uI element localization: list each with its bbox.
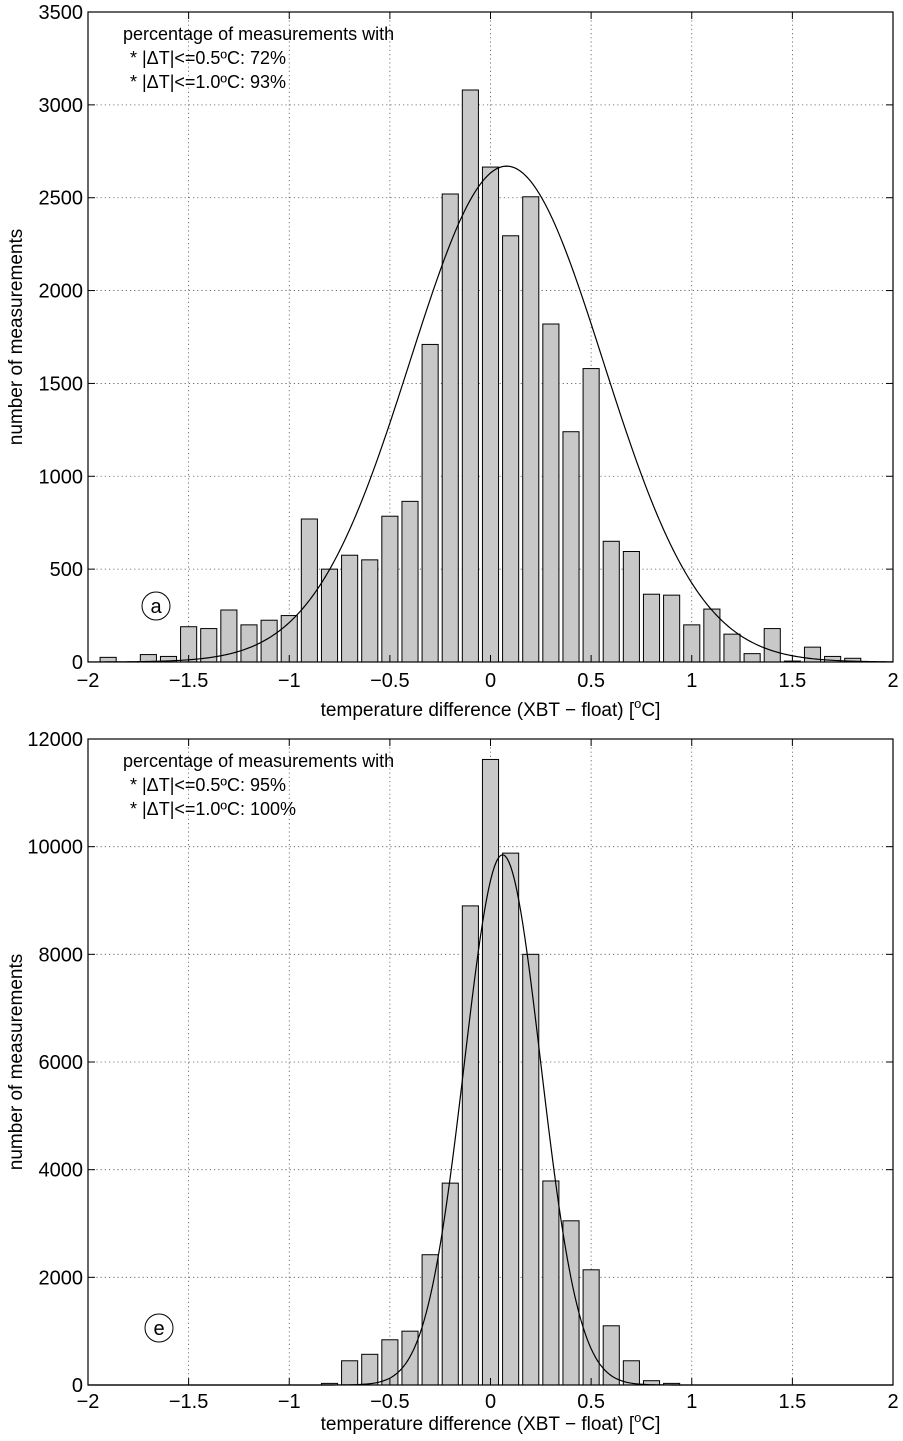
annotation-line: * |ΔT|<=0.5ºC: 95%	[130, 775, 286, 795]
annotation-line: * |ΔT|<=0.5ºC: 72%	[130, 48, 286, 68]
x-tick-label: 2	[887, 1391, 898, 1413]
y-axis-label: number of measurements	[6, 954, 27, 1171]
x-tick-label: 1.5	[778, 670, 806, 692]
x-axis-label-main: temperature difference (XBT − float) [	[321, 1414, 635, 1435]
x-tick-label: −2	[77, 670, 100, 692]
histogram-bar	[401, 1330, 419, 1386]
y-tick-label: 8000	[39, 944, 84, 966]
y-tick-label: 2000	[39, 281, 84, 303]
x-axis-label-main: temperature difference (XBT − float) [	[321, 700, 635, 721]
x-tick-label: 2	[887, 670, 898, 692]
y-tick-label: 0	[72, 1375, 83, 1397]
x-axis-label: temperature difference (XBT − float) [oC…	[321, 1410, 661, 1435]
x-tick-label: 0	[485, 670, 496, 692]
y-tick-label: 4000	[39, 1160, 84, 1182]
y-tick-label: 6000	[39, 1052, 84, 1074]
histogram-bar	[502, 852, 520, 1386]
histogram-bar	[763, 628, 781, 663]
x-tick-label: 1	[686, 670, 697, 692]
x-tick-label: −1.5	[169, 670, 208, 692]
histogram-bar	[743, 653, 761, 663]
histogram-bar	[481, 758, 500, 1386]
histogram-bar	[320, 568, 339, 663]
y-tick-label: 2000	[39, 1267, 84, 1289]
y-tick-label: 1500	[39, 373, 84, 395]
histogram-bar	[461, 89, 479, 663]
histogram-bar	[622, 1360, 640, 1386]
histogram-bar	[582, 1269, 600, 1386]
histogram-bar	[381, 515, 399, 663]
x-tick-label: −1	[278, 1391, 301, 1413]
annotation-line: * |ΔT|<=1.0ºC: 93%	[130, 72, 286, 92]
histogram-bar	[602, 540, 620, 663]
x-tick-label: −0.5	[370, 1391, 409, 1413]
x-tick-label: −1	[278, 670, 301, 692]
histogram-bar	[542, 1180, 560, 1386]
histogram-bar	[723, 633, 741, 663]
x-tick-label: 1.5	[778, 1391, 806, 1413]
histogram-bar	[361, 559, 379, 663]
x-axis-label-superscript: o	[634, 696, 641, 711]
histogram-bar	[341, 554, 359, 663]
chart-panel-a: −2 −1.5 −1 −0.5 0 0.5 1 1.5 2 0 500 1000 1500 2000 250…	[6, 2, 899, 721]
y-tick-label: 500	[50, 559, 83, 581]
x-axis-label-superscript: o	[634, 1410, 641, 1425]
histogram-bar	[582, 368, 600, 663]
chart-panel-e: −2 −1.5 −1 −0.5 0 0.5 1 1.5 2 0 2000 4000 6000 8000 10…	[6, 729, 899, 1435]
histogram-bar	[542, 323, 560, 663]
x-tick-label: −1.5	[169, 1391, 208, 1413]
x-axis-label-end: C]	[641, 1414, 660, 1435]
annotation-line: * |ΔT|<=1.0ºC: 100%	[130, 799, 296, 819]
x-tick-label: 0.5	[577, 1391, 605, 1413]
gaussian-fit-curve	[87, 165, 894, 663]
histogram-bar	[341, 1360, 359, 1386]
y-tick-label: 12000	[27, 729, 83, 751]
x-tick-label: 0.5	[577, 670, 605, 692]
histogram-bar	[401, 500, 419, 663]
y-tick-label: 0	[72, 652, 83, 674]
panel-badge-circle	[141, 591, 171, 621]
x-tick-label: 1	[686, 1391, 697, 1413]
x-tick-label: 0	[485, 1391, 496, 1413]
y-tick-label: 10000	[27, 837, 83, 859]
histogram-bar	[562, 431, 580, 663]
histogram-bar	[481, 166, 500, 663]
y-axis-label: number of measurements	[6, 229, 27, 446]
panel-badge-label: e	[153, 1318, 164, 1340]
x-tick-label: −0.5	[370, 670, 409, 692]
histogram-bar	[522, 196, 540, 663]
y-tick-label: 3500	[39, 2, 84, 24]
histogram-bar	[240, 624, 258, 663]
histogram-bar	[461, 905, 479, 1386]
histogram-bar	[502, 235, 520, 663]
histogram-bar	[642, 593, 661, 663]
histogram-bar	[361, 1353, 379, 1386]
histogram-bar	[663, 594, 681, 663]
histogram-bar	[441, 193, 459, 663]
y-tick-label: 3000	[39, 95, 84, 117]
y-tick-label: 2500	[39, 188, 84, 210]
annotation-heading: percentage of measurements with	[123, 24, 394, 44]
histogram-bar	[522, 953, 540, 1386]
histogram-bar	[622, 551, 640, 663]
panel-badge-label: a	[150, 596, 162, 618]
panel-badge-circle	[144, 1313, 174, 1343]
x-axis-label-end: C]	[641, 700, 660, 721]
histogram-bar	[421, 343, 439, 663]
y-tick-label: 1000	[39, 466, 84, 488]
annotation-heading: percentage of measurements with	[123, 751, 394, 771]
histogram-bar	[300, 518, 318, 663]
x-tick-label: −2	[77, 1391, 100, 1413]
x-axis-label: temperature difference (XBT − float) [oC…	[321, 696, 661, 721]
